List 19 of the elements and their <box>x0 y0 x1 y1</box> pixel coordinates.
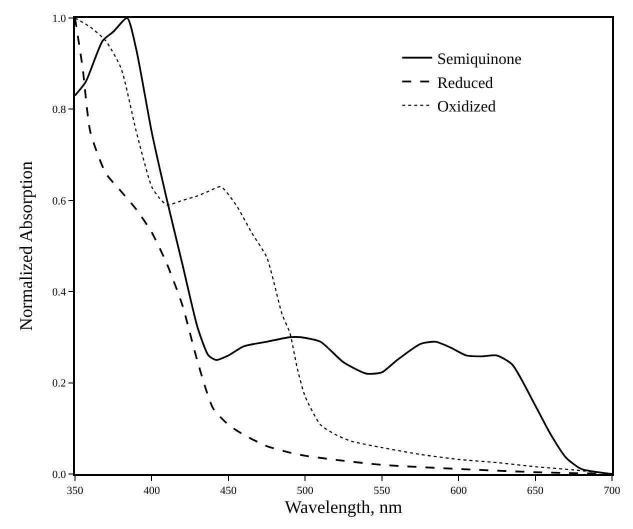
y-tick-label: 0.8 <box>52 104 67 116</box>
legend-label: Semiquinone <box>437 50 522 68</box>
x-tick-label: 550 <box>374 484 391 497</box>
y-tick-label: 1.0 <box>52 12 67 25</box>
legend-label: Oxidized <box>437 98 496 116</box>
x-tick-label: 600 <box>450 484 468 497</box>
x-tick-label: 700 <box>604 484 621 497</box>
x-tick-label: 450 <box>220 484 238 497</box>
x-axis-title: Wavelength, nm <box>284 496 402 517</box>
y-axis-title: Normalized Absorption <box>16 161 36 331</box>
legend-label: Reduced <box>437 74 494 92</box>
x-tick-label: 400 <box>143 484 160 497</box>
y-tick-label: 0.2 <box>52 378 66 390</box>
x-tick-label: 350 <box>66 484 84 497</box>
y-tick-label: 0.6 <box>52 195 67 208</box>
y-tick-label: 0.4 <box>52 286 67 298</box>
y-tick-label: 0.0 <box>52 468 67 481</box>
x-tick-label: 650 <box>527 484 544 497</box>
x-tick-label: 500 <box>296 484 314 497</box>
